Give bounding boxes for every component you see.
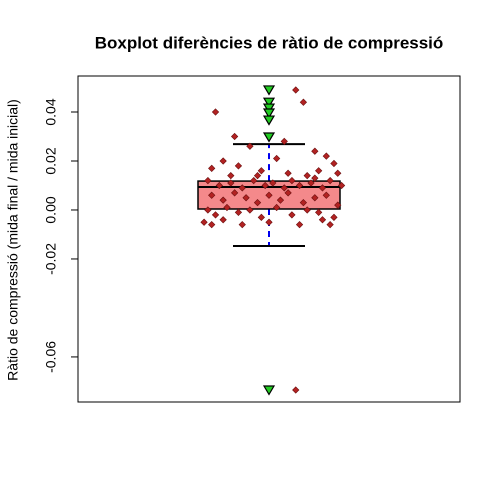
y-tick-label: -0.02 — [43, 243, 59, 275]
jitter-point — [280, 137, 288, 146]
jitter-point — [315, 167, 323, 175]
jitter-point — [242, 194, 250, 202]
jitter-point — [208, 221, 216, 229]
jitter-point — [208, 164, 216, 172]
outlier — [262, 108, 276, 119]
outlier — [262, 97, 276, 108]
jitter-point — [280, 184, 288, 192]
jitter-point — [265, 191, 273, 199]
jitter-point — [311, 147, 319, 155]
jitter-point — [238, 221, 246, 229]
jitter-point — [227, 179, 235, 187]
jitter-point — [265, 218, 273, 226]
jitter-point — [318, 184, 327, 192]
jitter-point — [211, 108, 220, 116]
jitter-point — [303, 206, 311, 214]
jitter-point — [311, 194, 319, 202]
jitter-point — [273, 154, 281, 163]
jitter-point — [253, 199, 262, 207]
jitter-point — [234, 208, 243, 217]
jitter-point — [250, 176, 258, 185]
plot-frame — [77, 75, 461, 403]
jitter-point — [311, 174, 319, 182]
y-tick-label: 0.02 — [43, 147, 59, 174]
jitter-point — [238, 184, 246, 192]
jitter-point — [334, 169, 342, 177]
jitter-point — [230, 132, 239, 141]
jitter-point — [261, 181, 269, 190]
jitter-point — [292, 86, 300, 94]
jitter-point — [211, 211, 220, 219]
jitter-point — [253, 172, 262, 180]
y-axis-label: Ràtio de compressió (mida final / mida i… — [5, 99, 21, 381]
jitter-point — [204, 176, 212, 185]
jitter-point — [208, 191, 216, 199]
jitter-point — [295, 181, 304, 190]
outlier — [262, 385, 276, 396]
y-tick-label: 0.04 — [43, 98, 59, 125]
jitter-point — [334, 201, 342, 209]
jitter-point — [288, 211, 296, 219]
jitter-point — [326, 176, 334, 185]
jitter-point — [227, 172, 235, 180]
jitter-point — [234, 162, 243, 170]
outlier — [262, 132, 276, 143]
jitter-point — [318, 216, 327, 224]
jitter-point — [330, 159, 338, 168]
jitter-point — [219, 196, 227, 204]
jitter-point — [257, 213, 265, 221]
jitter-point — [215, 181, 223, 190]
jitter-point — [326, 221, 334, 229]
jitter-point — [276, 196, 285, 204]
jitter-point — [295, 221, 304, 229]
jitter-point — [284, 189, 292, 197]
jitter-point — [322, 152, 330, 160]
jitter-point — [200, 218, 208, 226]
outlier — [262, 103, 276, 114]
chart-title: Boxplot diferències de ràtio de compress… — [95, 33, 444, 52]
jitter-point — [307, 179, 315, 187]
jitter-point — [337, 181, 346, 190]
outlier — [262, 115, 276, 126]
jitter-point — [257, 167, 265, 175]
jitter-point — [288, 176, 296, 185]
outlier — [262, 85, 276, 96]
jitter-point — [219, 157, 227, 165]
jitter-point — [330, 213, 338, 221]
jitter-point — [299, 199, 308, 207]
jitter-point — [246, 142, 254, 150]
jitter-point — [303, 172, 311, 180]
jitter-point — [273, 203, 281, 212]
jitter-point — [299, 98, 308, 106]
jitter-point — [204, 206, 212, 214]
y-tick-label: 0.00 — [43, 196, 59, 223]
jitter-point — [230, 189, 239, 197]
jitter-point — [322, 191, 330, 199]
jitter-point — [219, 216, 227, 224]
jitter-point — [269, 179, 277, 187]
jitter-point — [315, 208, 323, 217]
jitter-point — [284, 169, 292, 177]
jitter-point — [246, 206, 254, 214]
jitter-point — [223, 203, 231, 212]
y-tick-label: -0.06 — [43, 341, 59, 373]
jitter-point — [292, 386, 300, 394]
